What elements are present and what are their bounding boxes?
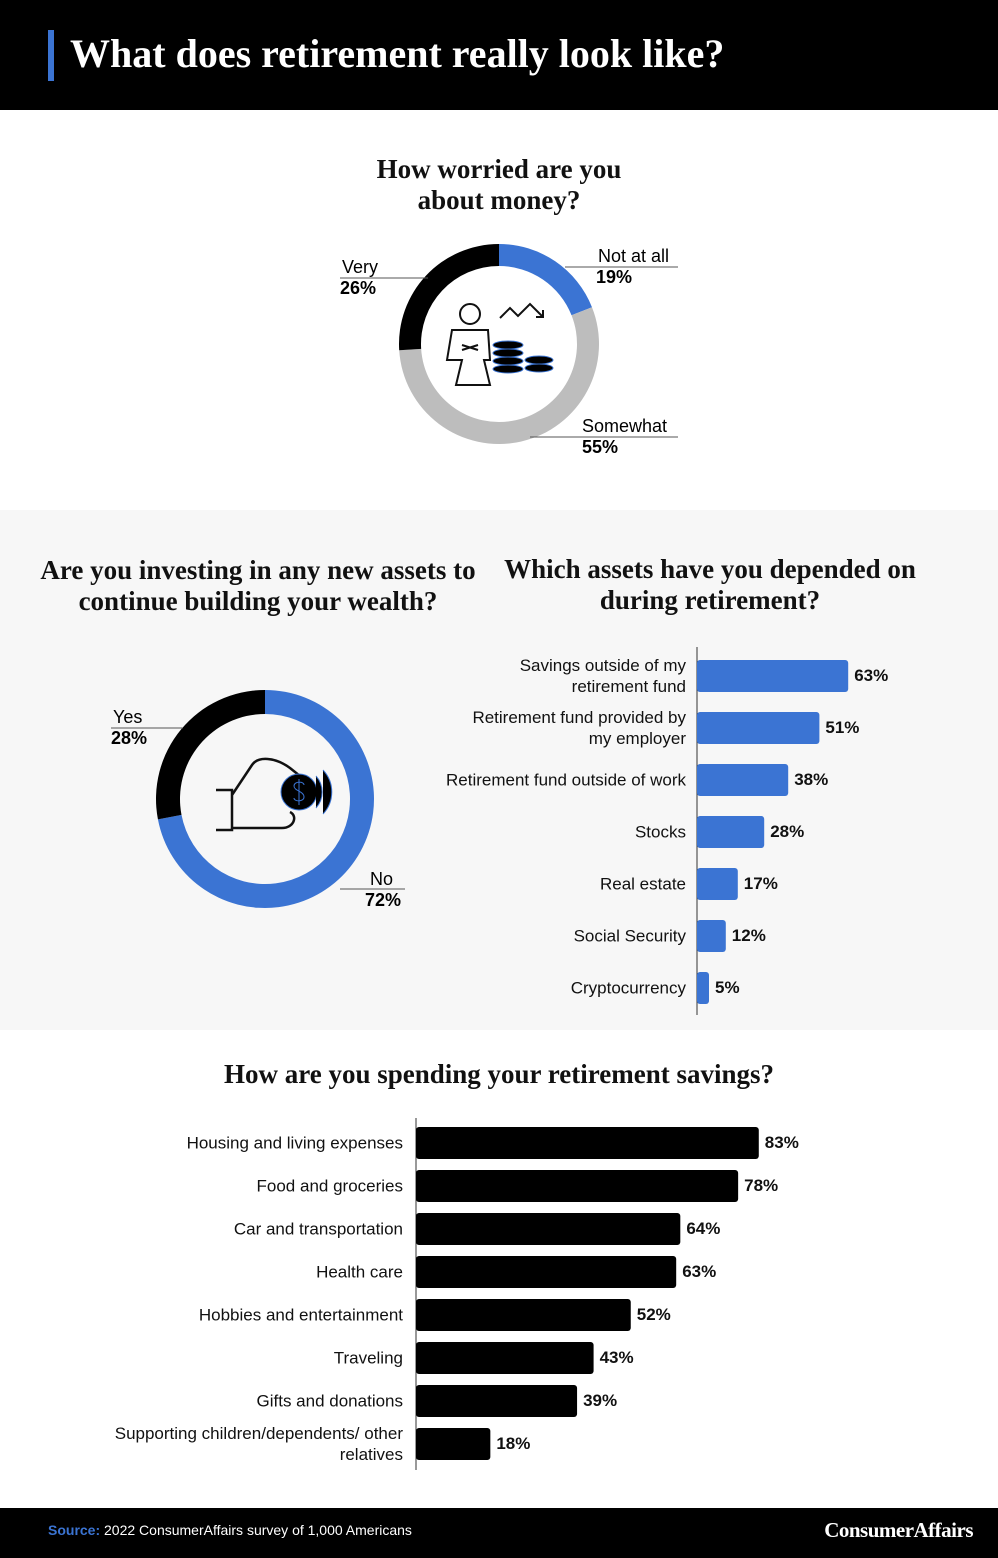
- donut-segment: [399, 244, 499, 351]
- value-label: 26%: [340, 278, 376, 298]
- value-label: 52%: [636, 1305, 671, 1324]
- donut-segment: [156, 690, 265, 820]
- segment-label: Very: [342, 257, 378, 277]
- bar: [416, 1256, 677, 1288]
- value-label: 17%: [743, 874, 778, 893]
- category-label: Retirement fund provided by my employer: [472, 708, 686, 748]
- category-label: Supporting children/dependents/ other re…: [114, 1424, 403, 1464]
- value-label: 72%: [365, 890, 401, 910]
- value-label: 39%: [583, 1391, 618, 1410]
- brand: ConsumerAffairs: [824, 1518, 973, 1542]
- category-label: Stocks: [634, 822, 686, 842]
- footer: [0, 1508, 998, 1558]
- bar: [697, 868, 738, 900]
- value-label: 19%: [596, 267, 632, 287]
- category-label: Car and transportation: [233, 1219, 403, 1239]
- category-label: Gifts and donations: [256, 1391, 403, 1411]
- value-label: 55%: [582, 437, 618, 457]
- value-label: 63%: [854, 666, 889, 685]
- bar: [697, 764, 789, 796]
- bar: [416, 1342, 594, 1374]
- category-label: Hobbies and entertainment: [198, 1305, 403, 1325]
- source: Source: 2022 ConsumerAffairs survey of 1…: [48, 1522, 412, 1538]
- chart-title: How worried are you about money?: [376, 154, 622, 215]
- icon-invest: [216, 757, 301, 832]
- bar: [697, 816, 765, 848]
- bar: [416, 1127, 759, 1159]
- segment-label: Not at all: [598, 246, 669, 266]
- bar: [697, 972, 709, 1004]
- donut-segment: [499, 244, 592, 316]
- category-label: Traveling: [333, 1348, 403, 1368]
- value-label: 18%: [496, 1434, 531, 1453]
- bar: [416, 1385, 578, 1417]
- bar: [416, 1213, 681, 1245]
- bar: [416, 1428, 491, 1460]
- category-label: Health care: [316, 1262, 403, 1282]
- page-title: What does retirement really look like?: [70, 31, 725, 76]
- category-label: Cryptocurrency: [570, 978, 686, 998]
- value-label: 28%: [770, 822, 805, 841]
- icon-worry: [445, 302, 544, 386]
- bar: [697, 920, 726, 952]
- chart-title: Are you investing in any new assets to c…: [40, 555, 476, 616]
- category-label: Retirement fund outside of work: [446, 770, 687, 790]
- segment-label: Yes: [113, 707, 142, 727]
- bar: [697, 660, 849, 692]
- bar: [697, 712, 820, 744]
- category-label: Real estate: [600, 874, 686, 894]
- category-label: Food and groceries: [256, 1176, 403, 1196]
- header: [0, 0, 998, 110]
- value-label: 63%: [682, 1262, 717, 1281]
- value-label: 12%: [731, 926, 766, 945]
- bar: [416, 1299, 631, 1331]
- source-text: 2022 ConsumerAffairs survey of 1,000 Ame…: [104, 1522, 412, 1538]
- value-label: 64%: [686, 1219, 721, 1238]
- value-label: 5%: [715, 978, 740, 997]
- value-label: 28%: [111, 728, 147, 748]
- bar: [416, 1170, 739, 1202]
- category-label: Savings outside of my retirement fund: [519, 656, 686, 696]
- chart-title: Which assets have you depended on during…: [504, 554, 916, 615]
- category-label: Social Security: [573, 926, 686, 946]
- value-label: 83%: [764, 1133, 799, 1152]
- segment-label: Somewhat: [582, 416, 667, 436]
- value-label: 43%: [599, 1348, 634, 1367]
- donut-segment: [399, 307, 599, 444]
- header-accent: [48, 30, 54, 81]
- category-label: Housing and living expenses: [186, 1133, 403, 1153]
- value-label: 38%: [794, 770, 829, 789]
- value-label: 51%: [825, 718, 860, 737]
- source-label: Source:: [48, 1522, 101, 1538]
- chart-title: How are you spending your retirement sav…: [223, 1059, 775, 1089]
- value-label: 78%: [744, 1176, 779, 1195]
- segment-label: No: [370, 869, 393, 889]
